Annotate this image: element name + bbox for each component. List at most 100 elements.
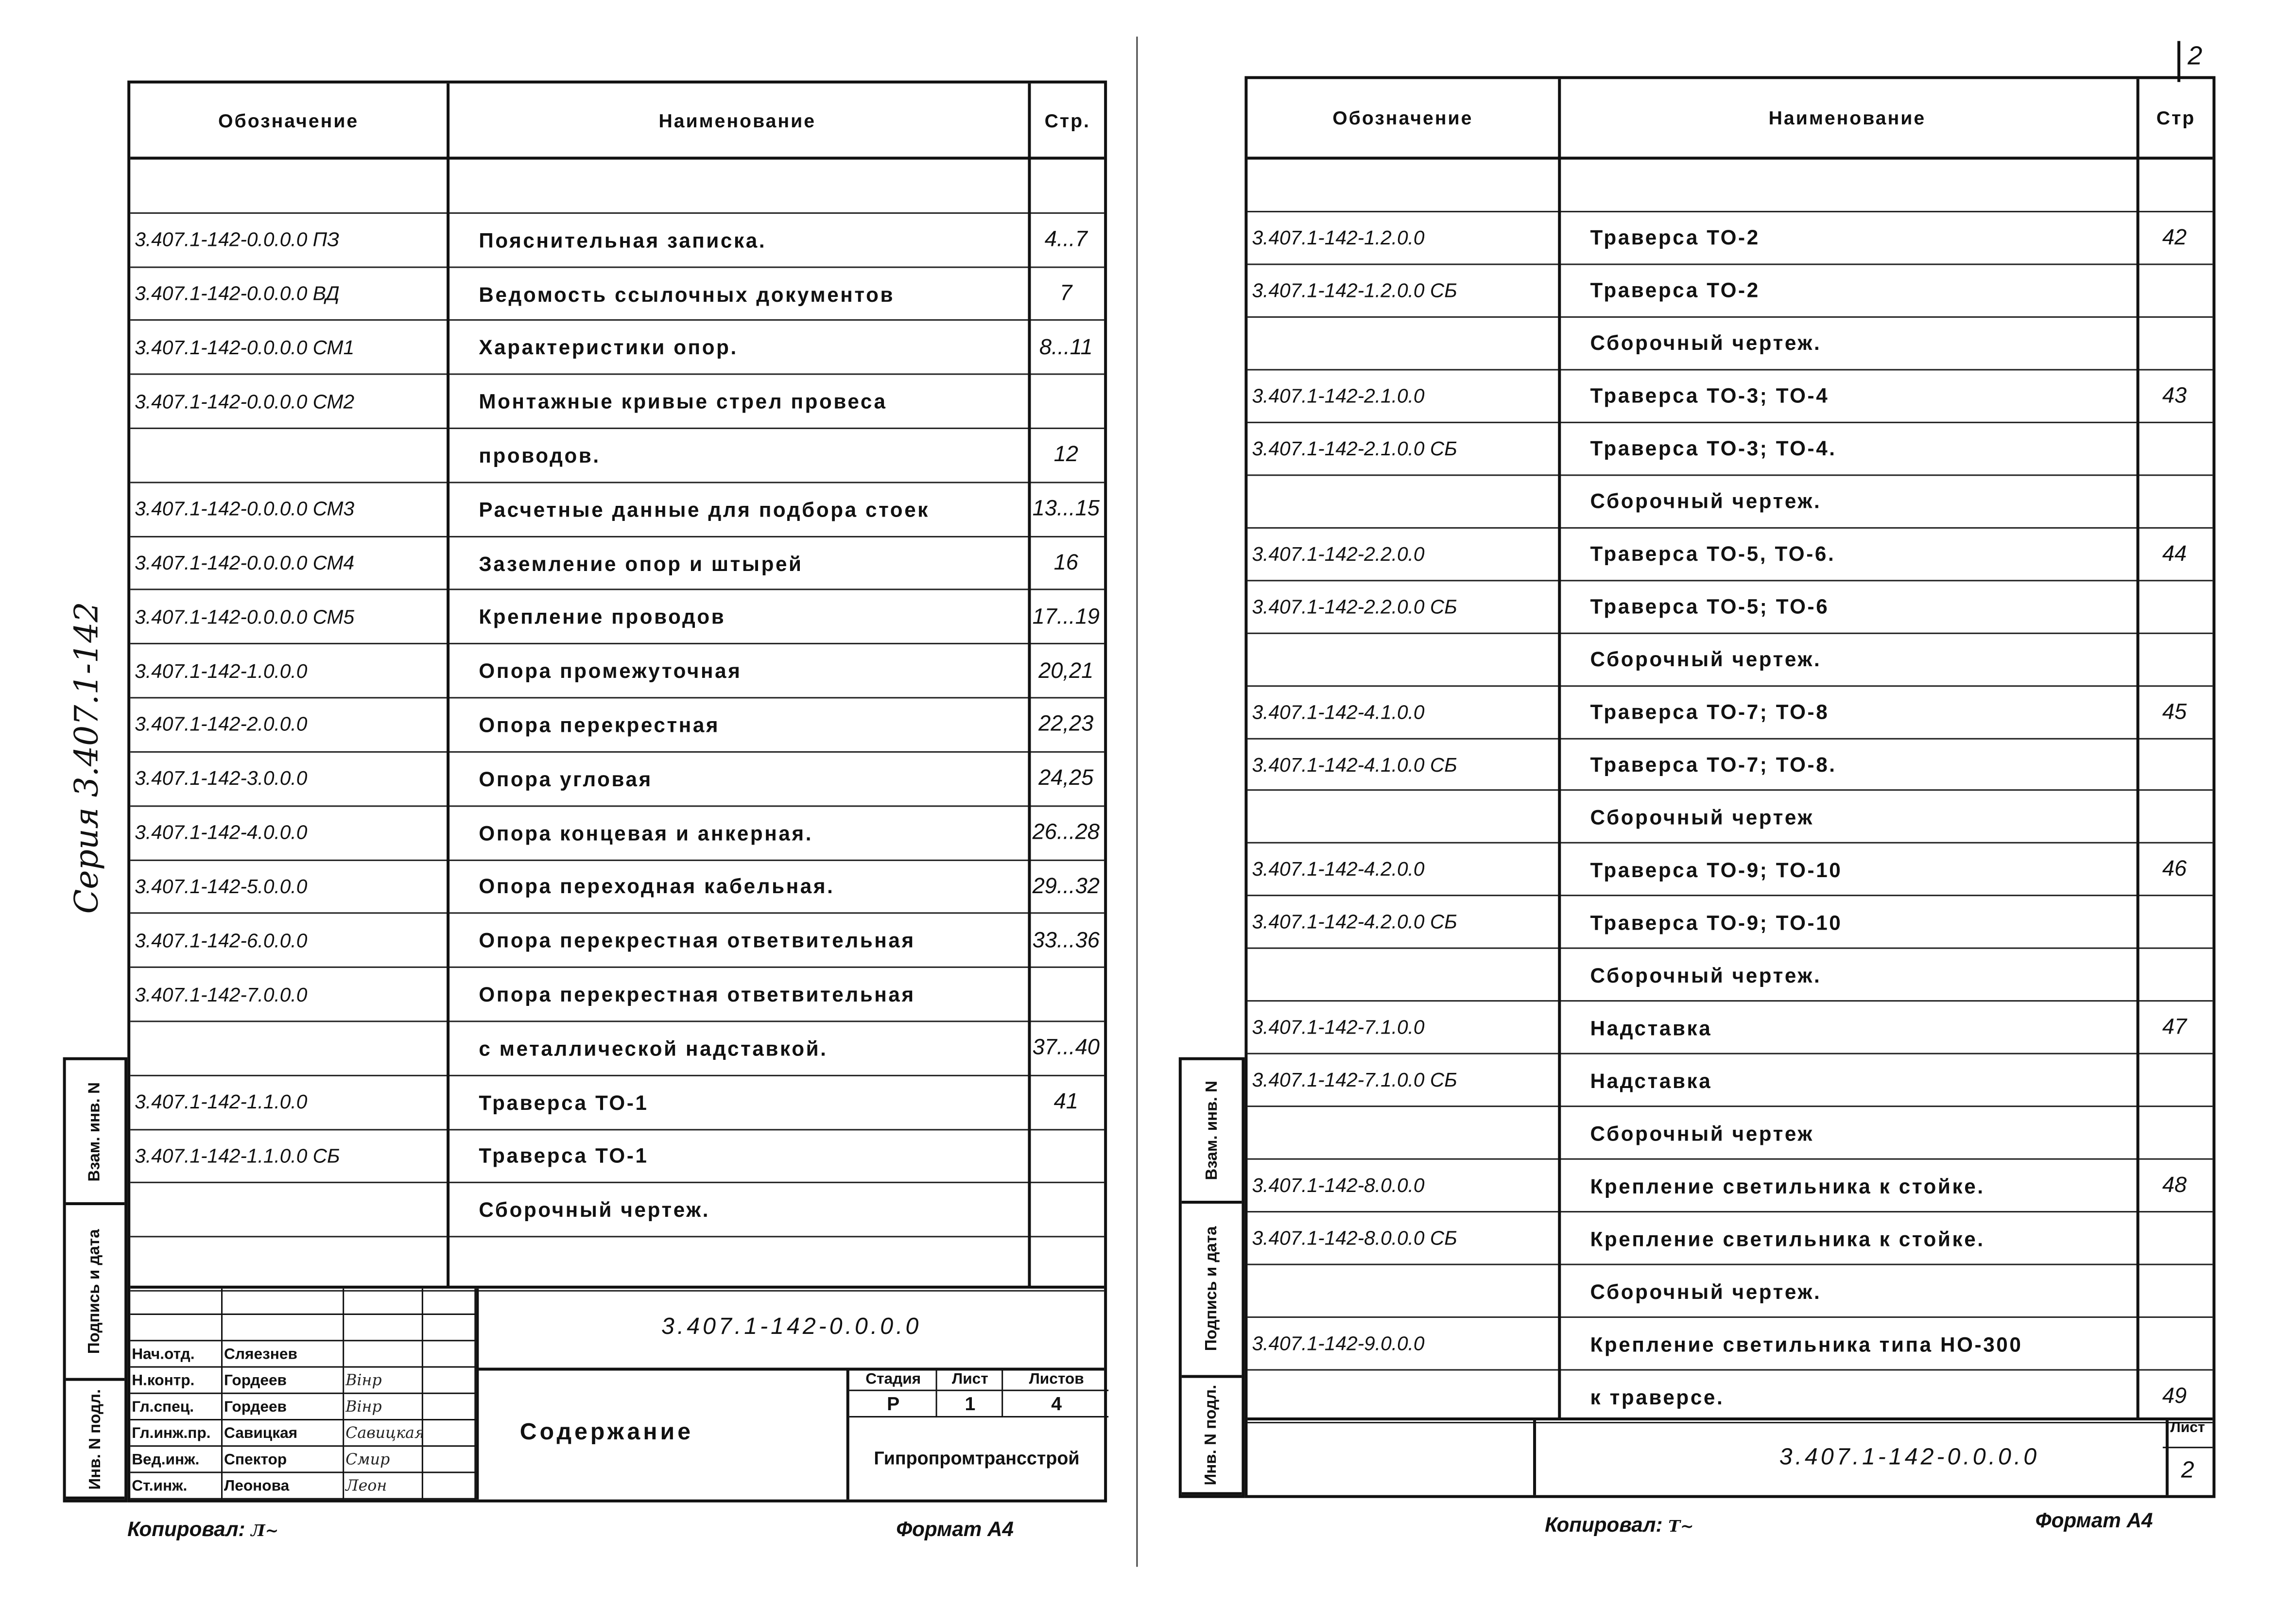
table-row xyxy=(130,1238,1105,1292)
table-row: 3.407.1-142-8.0.0.0 СБ Крепление светильн… xyxy=(1247,1213,2213,1265)
signatory-cell xyxy=(423,1447,476,1473)
table-row: 3.407.1-142-3.0.0.0 Опора угловая 24,25 xyxy=(130,753,1105,807)
designation-cell: 3.407.1-142-0.0.0.0 СМ1 xyxy=(135,336,355,359)
signatory-cell xyxy=(223,1315,345,1342)
signatory-cell xyxy=(423,1367,476,1394)
table-row: Сборочный чертеж xyxy=(1247,792,2213,845)
designation-cell xyxy=(1247,634,1562,685)
designation-cell: 3.407.1-142-9.0.0.0 xyxy=(1252,1332,1425,1355)
stage-block: Стадия Лист Листов Р 1 4 Гипропромтрансс… xyxy=(849,1367,1109,1500)
name-cell: Траверса ТО-7; ТО-8 xyxy=(1590,700,1830,724)
designation-cell xyxy=(1247,476,1562,527)
name-cell: Расчетные данные для подбора стоек xyxy=(479,497,930,521)
designation-cell: 3.407.1-142-8.0.0.0 xyxy=(1252,1175,1425,1197)
table-row: 3.407.1-142-0.0.0.0 СМ5 Крепление проводо… xyxy=(130,591,1105,645)
table-header: Обозначение Наименование Стр xyxy=(1247,79,2213,160)
name-cell: Надставка xyxy=(1590,1016,1712,1039)
page-cell xyxy=(1028,1184,1104,1236)
name-cell: с металлической надставкой. xyxy=(479,1036,828,1060)
designation-cell: 3.407.1-142-4.2.0.0 СБ xyxy=(1252,911,1457,933)
table-row: Сборочный чертеж. xyxy=(1247,476,2213,528)
page-cell xyxy=(2137,1265,2213,1316)
name-cell: к траверсе. xyxy=(1590,1384,1725,1408)
copied-by: Копировал: Т~ xyxy=(1545,1513,1694,1536)
page-cell: 41 xyxy=(1053,1089,1078,1115)
page-cell xyxy=(2137,265,2213,316)
page-cell: 22,23 xyxy=(1038,712,1094,738)
series-label-text: Серия 3.407.1-142 xyxy=(69,602,106,914)
page-cell xyxy=(1028,1238,1104,1290)
header-name: Наименование xyxy=(1768,106,1926,129)
page-cell xyxy=(2137,1054,2213,1106)
strip-label: Подпись и дата xyxy=(1203,1227,1221,1352)
designation-cell xyxy=(1247,1265,1562,1316)
table-row: 3.407.1-142-1.2.0.0 Траверса ТО-2 42 xyxy=(1247,212,2213,265)
copied-by-label: Копировал: xyxy=(1545,1512,1663,1537)
right-side-strip: Взам. инв. N Подпись и дата Инв. N подл. xyxy=(1178,1057,1245,1498)
signatory-cell xyxy=(423,1341,476,1368)
name-cell: Опора перекрестная xyxy=(479,713,720,737)
name-cell: Опора промежуточная xyxy=(479,659,742,683)
designation-cell: 3.407.1-142-2.1.0.0 xyxy=(1252,384,1425,407)
page-cell: 42 xyxy=(2162,225,2187,251)
name-cell: Сборочный чертеж. xyxy=(1590,647,1822,671)
designation-cell: 3.407.1-142-7.0.0.0 xyxy=(135,983,308,1005)
table-row: 3.407.1-142-0.0.0.0 СМ2 Монтажные кривые … xyxy=(130,375,1105,430)
name-cell: Характеристики опор. xyxy=(479,336,738,360)
strip-cell: Взам. инв. N xyxy=(1181,1060,1242,1204)
name-cell: Сборочный чертеж. xyxy=(1590,963,1822,987)
page-cell: 45 xyxy=(2162,699,2187,725)
table-row: Сборочный чертеж. xyxy=(1247,634,2213,687)
strip-label: Подпись и дата xyxy=(86,1229,104,1354)
designation-cell xyxy=(1247,1371,1562,1422)
header-page: Стр xyxy=(2156,106,2196,129)
name-cell: Сборочный чертеж xyxy=(1590,1121,1814,1145)
signatory-cell xyxy=(223,1288,345,1315)
stage-label: Стадия xyxy=(849,1367,937,1391)
name-cell: Заземление опор и штырей xyxy=(479,551,803,575)
name-cell: Траверса ТО-3; ТО-4. xyxy=(1590,436,1837,460)
signatories-grid: Нач.отд. Сляезнев Н.контр. Гордеев Вінр Гл.сп… xyxy=(130,1288,476,1500)
page-cell: 49 xyxy=(2162,1383,2187,1409)
designation-cell xyxy=(130,1022,451,1074)
signatory-role: Гл.спец. xyxy=(130,1394,223,1420)
page-cell: 17...19 xyxy=(1032,605,1100,630)
organization-name: Гипропромтрансстрой xyxy=(874,1448,1080,1469)
strip-cell: Подпись и дата xyxy=(1181,1204,1242,1378)
document-code-cell: 3.407.1-142-0.0.0.0 xyxy=(1533,1420,2169,1495)
name-cell: Пояснительная записка. xyxy=(479,228,767,252)
strip-label: Взам. инв. N xyxy=(86,1081,104,1181)
designation-cell xyxy=(1247,950,1562,1001)
name-cell: Траверса ТО-5, ТО-6. xyxy=(1590,542,1836,566)
header-page: Стр. xyxy=(1044,109,1090,131)
table-row: 3.407.1-142-2.2.0.0 СБ Траверса ТО-5; ТО-… xyxy=(1247,581,2213,634)
page-cell xyxy=(1028,159,1104,212)
name-cell: проводов. xyxy=(479,443,601,467)
name-cell: Траверса ТО-1 xyxy=(479,1090,649,1114)
page-cell xyxy=(2137,318,2213,369)
left-sheet: Обозначение Наименование Стр. 3.407.1-14… xyxy=(127,80,1109,1503)
table-row: 3.407.1-142-1.2.0.0 СБ Траверса ТО-2 xyxy=(1247,265,2213,318)
page-cell xyxy=(2137,1318,2213,1369)
title-block: 3.407.1-142-0.0.0.0 Лист 2 xyxy=(1247,1417,2213,1495)
signatory-role: Нач.отд. xyxy=(130,1341,223,1368)
document-title-cell: Содержание xyxy=(476,1367,849,1500)
table-row xyxy=(1247,159,2213,212)
table-row: 3.407.1-142-1.0.0.0 Опора промежуточная 20… xyxy=(130,645,1105,699)
page-cell xyxy=(2137,897,2213,948)
table-row: Сборочный чертеж. xyxy=(1247,318,2213,370)
signatory-cell xyxy=(423,1394,476,1420)
table-row: 3.407.1-142-4.2.0.0 СБ Траверса ТО-9; ТО-… xyxy=(1247,897,2213,950)
document-code: 3.407.1-142-0.0.0.0 xyxy=(661,1315,922,1340)
table-row: 3.407.1-142-2.2.0.0 Траверса ТО-5, ТО-6. 4… xyxy=(1247,528,2213,581)
designation-cell: 3.407.1-142-3.0.0.0 xyxy=(135,767,308,790)
signatory-name: Савицкая xyxy=(223,1420,345,1447)
signatory-signature: Савицкая xyxy=(344,1420,423,1447)
page-cell xyxy=(2137,739,2213,790)
table-row: 3.407.1-142-4.1.0.0 СБ Траверса ТО-7; ТО-… xyxy=(1247,739,2213,792)
strip-label: Инв. N подл. xyxy=(86,1388,104,1489)
name-cell: Надставка xyxy=(1590,1069,1712,1092)
signatory-cell xyxy=(423,1288,476,1315)
designation-cell: 3.407.1-142-0.0.0.0 СМ2 xyxy=(135,390,355,413)
